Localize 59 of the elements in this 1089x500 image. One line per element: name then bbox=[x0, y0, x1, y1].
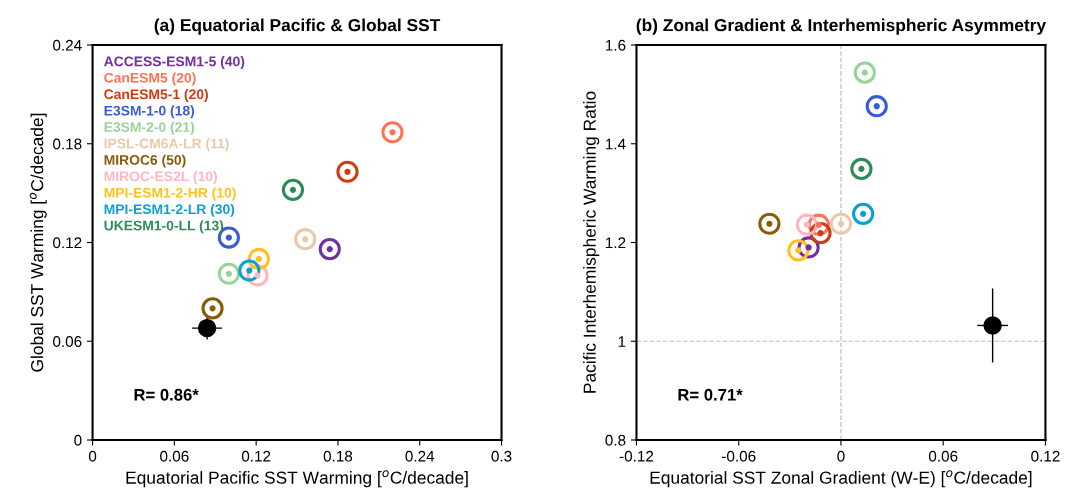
y-tick-label: 1 bbox=[618, 336, 626, 347]
x-tick-label: 0.24 bbox=[405, 450, 435, 462]
text: MPI-ESM1-2-LR (30) bbox=[104, 203, 235, 217]
text: CanESM5-1 (20) bbox=[104, 88, 208, 102]
point bbox=[381, 121, 404, 144]
chart-title: (b) Zonal Gradient & Interhemispheric Asymmetry bbox=[636, 18, 1047, 35]
point bbox=[787, 239, 810, 262]
point bbox=[852, 202, 875, 225]
point bbox=[795, 213, 818, 236]
x-tick-label: 0.3 bbox=[491, 450, 512, 462]
y-tick-label: 0.8 bbox=[605, 434, 626, 446]
y-tick-label: 0.24 bbox=[53, 39, 82, 51]
x-tick-label: 0.06 bbox=[928, 450, 958, 462]
x-tick-label: 0.12 bbox=[1031, 450, 1060, 462]
point bbox=[829, 212, 853, 235]
x-tick-label: 0.12 bbox=[241, 450, 271, 462]
y-axis-title: Global SST Warming [$^{o}$C/decade] bbox=[29, 113, 47, 372]
point bbox=[201, 297, 224, 320]
text: E3SM-2-0 (21) bbox=[104, 121, 195, 135]
text: IPSL-CM6A-LR (11) bbox=[104, 138, 229, 152]
point bbox=[294, 228, 317, 251]
y-tick-label: 1.2 bbox=[605, 237, 626, 249]
x-tick-label: 0.18 bbox=[323, 450, 353, 462]
y-tick-label: 0.06 bbox=[53, 336, 82, 347]
y-tick-label: 0 bbox=[74, 434, 82, 446]
point bbox=[217, 262, 240, 285]
point bbox=[758, 212, 781, 235]
point bbox=[850, 157, 873, 181]
point bbox=[809, 222, 832, 245]
x-axis-title: Equatorial Pacific SST Warming [$^{o}$C/decade] bbox=[126, 470, 468, 488]
point bbox=[865, 95, 888, 118]
x-axis-title: Equatorial SST Zonal Gradient (W-E) [$^{o}$C/decade] bbox=[650, 470, 1032, 488]
point bbox=[238, 259, 261, 282]
text: MIROC6 (50) bbox=[104, 154, 186, 168]
text: ACCESS-ESM1-5 (40) bbox=[104, 56, 245, 70]
point bbox=[281, 178, 305, 201]
point bbox=[853, 61, 876, 84]
x-tick-label: -0.12 bbox=[619, 450, 654, 462]
text: UKESM1-0-LL (13) bbox=[104, 220, 224, 234]
y-tick-label: 0.12 bbox=[53, 237, 82, 249]
point bbox=[318, 237, 341, 261]
y-tick-label: 0.18 bbox=[53, 138, 82, 150]
text: E3SM-1-0 (18) bbox=[104, 105, 195, 119]
point bbox=[983, 316, 1002, 335]
annotation: R= 0.71* bbox=[678, 388, 743, 401]
y-tick-label: 1.6 bbox=[605, 39, 626, 51]
text: MPI-ESM1-2-HR (10) bbox=[104, 187, 236, 201]
y-tick-label: 1.4 bbox=[605, 138, 626, 150]
text: MIROC-ES2L (10) bbox=[104, 171, 217, 184]
chart-title: (a) Equatorial Pacific & Global SST bbox=[154, 18, 441, 35]
point bbox=[336, 160, 359, 183]
x-tick-label: 0.06 bbox=[160, 450, 189, 462]
x-tick-label: 0 bbox=[837, 450, 845, 462]
x-tick-label: -0.06 bbox=[721, 450, 756, 462]
annotation: R= 0.86* bbox=[134, 388, 199, 401]
point bbox=[197, 318, 217, 338]
text: CanESM5 (20) bbox=[104, 72, 196, 86]
x-tick-label: 0 bbox=[88, 450, 97, 462]
y-axis-title: Pacific Interhemispheric Warming Ratio bbox=[583, 91, 600, 393]
